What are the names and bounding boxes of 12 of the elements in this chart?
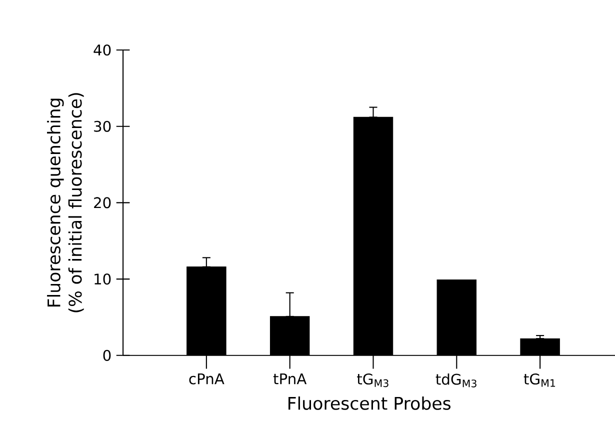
- x-tick-label: tdG$_{M3}$: [436, 373, 476, 388]
- x-tick-label: tG$_{M3}$: [357, 373, 388, 387]
- x-axis-title: Fluorescent Probes: [288, 396, 450, 410]
- y-tick-label: 10: [94, 273, 111, 284]
- y-tick-label: 0: [103, 350, 111, 361]
- y-axis-title: Fluorescence quenching (% of initial fluorescence): [47, 92, 84, 312]
- y-tick-label: 30: [94, 120, 111, 132]
- x-tick-label: tPnA: [273, 373, 307, 384]
- x-tick-label: cPnA: [189, 373, 224, 384]
- y-tick-label: 20: [94, 196, 111, 208]
- x-tick-label: tG$_{M1}$: [524, 373, 556, 387]
- y-tick-label: 40: [94, 44, 111, 56]
